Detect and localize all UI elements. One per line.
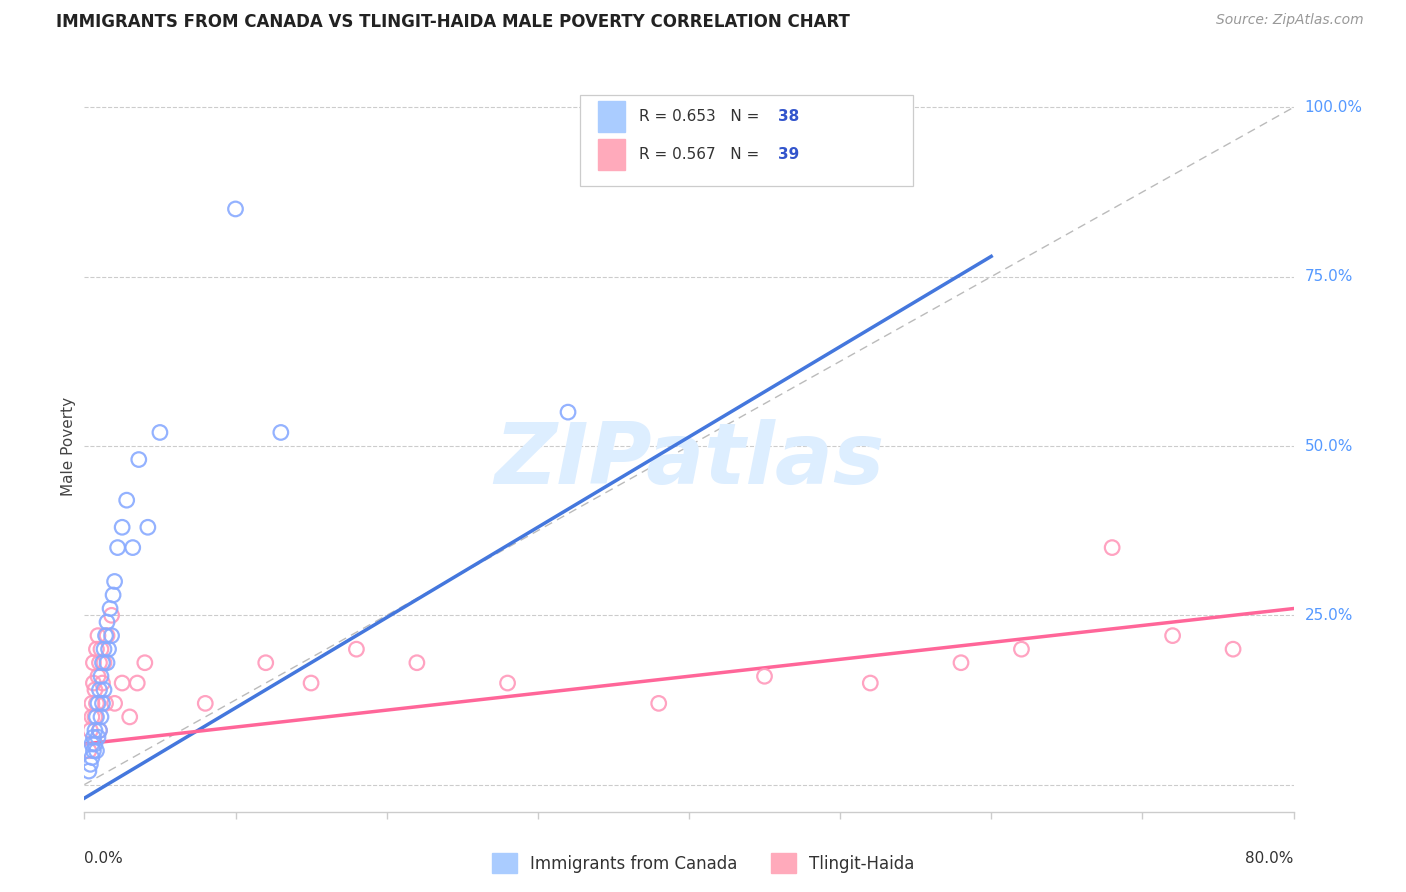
Point [1222, 642, 1244, 657]
Point [254, 656, 277, 670]
Point [82, 656, 104, 670]
Text: ZIPatlas: ZIPatlas [494, 419, 884, 502]
Point [82, 744, 104, 758]
Point [859, 676, 882, 690]
Point [97, 642, 120, 657]
Point [80, 737, 103, 751]
Text: 100.0%: 100.0% [1305, 100, 1362, 115]
Point [77, 764, 100, 778]
Point [104, 574, 127, 589]
Point [90, 710, 112, 724]
Point [90, 642, 112, 657]
Point [149, 425, 172, 440]
Text: IMMIGRANTS FROM CANADA VS TLINGIT-HAIDA MALE POVERTY CORRELATION CHART: IMMIGRANTS FROM CANADA VS TLINGIT-HAIDA … [56, 13, 851, 31]
Point [194, 697, 217, 711]
Point [91, 676, 114, 690]
Point [1101, 541, 1123, 555]
Point [111, 676, 134, 690]
Point [90, 669, 112, 683]
Point [93, 642, 115, 657]
Point [96, 615, 118, 629]
Point [91, 656, 114, 670]
Point [82, 730, 104, 744]
Point [950, 656, 973, 670]
Point [118, 710, 141, 724]
Point [86, 710, 108, 724]
Point [557, 405, 579, 419]
Point [89, 723, 111, 738]
Point [96, 629, 118, 643]
Text: Source: ZipAtlas.com: Source: ZipAtlas.com [1216, 13, 1364, 28]
Text: 38: 38 [779, 110, 800, 124]
Point [79, 723, 101, 738]
Point [98, 601, 121, 615]
Point [89, 656, 111, 670]
Point [86, 642, 108, 657]
Point [299, 676, 322, 690]
Point [87, 629, 110, 643]
Point [134, 656, 156, 670]
Point [80, 750, 103, 764]
Point [107, 541, 129, 555]
Point [86, 744, 108, 758]
Point [79, 757, 101, 772]
Point [89, 682, 111, 697]
Point [82, 676, 104, 690]
Point [93, 682, 115, 697]
Point [406, 656, 429, 670]
Point [91, 697, 114, 711]
Point [87, 697, 110, 711]
Point [94, 629, 117, 643]
Point [101, 588, 124, 602]
Text: 0.0%: 0.0% [84, 851, 124, 865]
FancyBboxPatch shape [599, 102, 624, 132]
Point [111, 520, 134, 534]
Point [100, 608, 122, 623]
Point [77, 744, 100, 758]
Point [115, 493, 138, 508]
Point [93, 656, 115, 670]
Point [128, 452, 150, 467]
Point [84, 737, 107, 751]
Point [87, 669, 110, 683]
Point [1010, 642, 1032, 657]
Point [96, 656, 118, 670]
Text: 50.0%: 50.0% [1305, 439, 1353, 453]
Point [754, 669, 776, 683]
Text: 25.0%: 25.0% [1305, 607, 1353, 623]
Point [84, 682, 107, 697]
Point [94, 697, 117, 711]
Text: R = 0.653   N =: R = 0.653 N = [640, 110, 765, 124]
Point [270, 425, 292, 440]
Point [647, 697, 671, 711]
Point [121, 541, 143, 555]
Point [225, 202, 247, 216]
Point [136, 520, 159, 534]
Text: 75.0%: 75.0% [1305, 269, 1353, 285]
Point [127, 676, 149, 690]
Point [346, 642, 368, 657]
Point [100, 629, 122, 643]
Point [80, 710, 103, 724]
Text: R = 0.567   N =: R = 0.567 N = [640, 147, 765, 162]
Point [89, 723, 111, 738]
Point [1161, 629, 1184, 643]
Point [80, 697, 103, 711]
FancyBboxPatch shape [581, 95, 912, 186]
FancyBboxPatch shape [599, 139, 624, 170]
Point [87, 730, 110, 744]
Point [84, 723, 107, 738]
Text: 80.0%: 80.0% [1246, 851, 1294, 865]
Y-axis label: Male Poverty: Male Poverty [60, 396, 76, 496]
Legend: Immigrants from Canada, Tlingit-Haida: Immigrants from Canada, Tlingit-Haida [485, 847, 921, 880]
Point [104, 697, 127, 711]
Point [86, 697, 108, 711]
Point [84, 710, 107, 724]
Text: 39: 39 [779, 147, 800, 162]
Point [496, 676, 519, 690]
